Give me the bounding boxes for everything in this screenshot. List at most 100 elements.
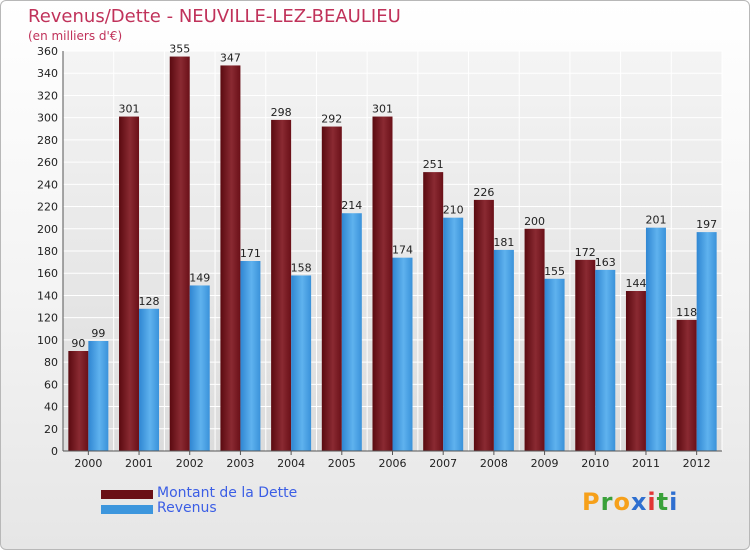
proxiti-logo: Proxiti [582, 488, 678, 516]
data-label: 298 [271, 106, 292, 119]
data-label: 155 [544, 265, 565, 278]
x-tick-label: 2008 [480, 457, 508, 470]
x-tick-label: 2005 [328, 457, 356, 470]
y-tick-label: 120 [37, 312, 58, 325]
data-label: 144 [625, 277, 646, 290]
x-tick-label: 2001 [125, 457, 153, 470]
y-tick-label: 180 [37, 245, 58, 258]
bar-revenus [291, 275, 312, 451]
logo-letter: o [613, 488, 631, 516]
bar-debt [473, 199, 494, 451]
data-label: 201 [645, 214, 666, 227]
y-tick-label: 300 [37, 112, 58, 125]
y-tick-label: 240 [37, 178, 58, 191]
bar-debt [676, 319, 697, 451]
x-tick-label: 2012 [683, 457, 711, 470]
bar-debt [625, 291, 646, 451]
bar-revenus [189, 285, 210, 451]
bar-revenus [595, 269, 616, 451]
data-label: 292 [321, 113, 342, 126]
legend-label-revenus: Revenus [157, 500, 217, 516]
data-label: 99 [91, 327, 105, 340]
data-label: 90 [71, 337, 85, 350]
bar-revenus [645, 227, 666, 451]
bar-debt [68, 351, 89, 451]
bar-revenus [341, 213, 362, 451]
y-tick-label: 20 [44, 423, 58, 436]
data-label: 200 [524, 215, 545, 228]
y-tick-label: 60 [44, 378, 58, 391]
x-tick-label: 2010 [581, 457, 609, 470]
legend-swatch-revenus [101, 505, 153, 514]
bar-debt [423, 172, 444, 451]
logo-letter: r [600, 488, 614, 516]
y-tick-label: 340 [37, 67, 58, 80]
data-label: 149 [189, 271, 210, 284]
x-tick-label: 2003 [226, 457, 254, 470]
bar-debt [220, 65, 241, 451]
y-tick-label: 40 [44, 401, 58, 414]
y-tick-label: 0 [51, 445, 58, 458]
logo-letter: i [669, 488, 679, 516]
x-tick-label: 2006 [379, 457, 407, 470]
data-label: 226 [473, 186, 494, 199]
bar-revenus [696, 232, 717, 451]
data-label: 158 [291, 261, 312, 274]
data-label: 163 [595, 256, 616, 269]
logo-letter: i [647, 488, 657, 516]
data-label: 214 [341, 199, 362, 212]
x-tick-label: 2000 [74, 457, 102, 470]
bar-debt [575, 259, 596, 451]
data-label: 128 [139, 295, 160, 308]
data-label: 174 [392, 244, 413, 257]
y-tick-label: 160 [37, 267, 58, 280]
data-label: 210 [443, 204, 464, 217]
bar-debt [524, 228, 545, 451]
y-tick-label: 220 [37, 201, 58, 214]
bar-revenus [88, 341, 109, 451]
data-label: 301 [119, 103, 140, 116]
data-label: 301 [372, 103, 393, 116]
bar-debt [321, 126, 342, 452]
y-tick-label: 320 [37, 89, 58, 102]
logo-letter: x [630, 488, 648, 516]
data-label: 355 [169, 43, 190, 56]
y-tick-label: 80 [44, 356, 58, 369]
bar-revenus [139, 308, 160, 451]
x-tick-label: 2011 [632, 457, 660, 470]
data-label: 251 [423, 158, 444, 171]
chart-title: Revenus/Dette - NEUVILLE-LEZ-BEAULIEU [28, 6, 401, 27]
bar-revenus [240, 261, 261, 451]
y-tick-label: 280 [37, 134, 58, 147]
x-tick-label: 2002 [176, 457, 204, 470]
y-tick-label: 360 [37, 45, 58, 58]
logo-letter: t [656, 488, 670, 516]
data-label: 197 [696, 218, 717, 231]
y-tick-label: 140 [37, 289, 58, 302]
y-tick-label: 260 [37, 156, 58, 169]
bar-revenus [443, 217, 464, 451]
x-tick-label: 2009 [531, 457, 559, 470]
bar-debt [119, 116, 140, 452]
chart-subtitle: (en milliers d'€) [28, 29, 123, 43]
bar-revenus [392, 257, 413, 451]
data-label: 347 [220, 51, 241, 64]
bar-debt [271, 119, 292, 451]
legend-swatch-debt [101, 490, 153, 499]
data-label: 171 [240, 247, 261, 260]
logo-letter: P [582, 488, 601, 516]
x-tick-label: 2004 [277, 457, 305, 470]
y-tick-label: 100 [37, 334, 58, 347]
bar-revenus [544, 278, 565, 451]
bar-debt [169, 56, 190, 452]
data-label: 181 [493, 236, 514, 249]
bar-debt [372, 116, 393, 452]
legend-label-debt: Montant de la Dette [157, 485, 298, 501]
x-tick-label: 2007 [429, 457, 457, 470]
y-tick-label: 200 [37, 223, 58, 236]
bar-revenus [493, 249, 514, 451]
data-label: 172 [575, 246, 596, 259]
data-label: 118 [676, 306, 697, 319]
